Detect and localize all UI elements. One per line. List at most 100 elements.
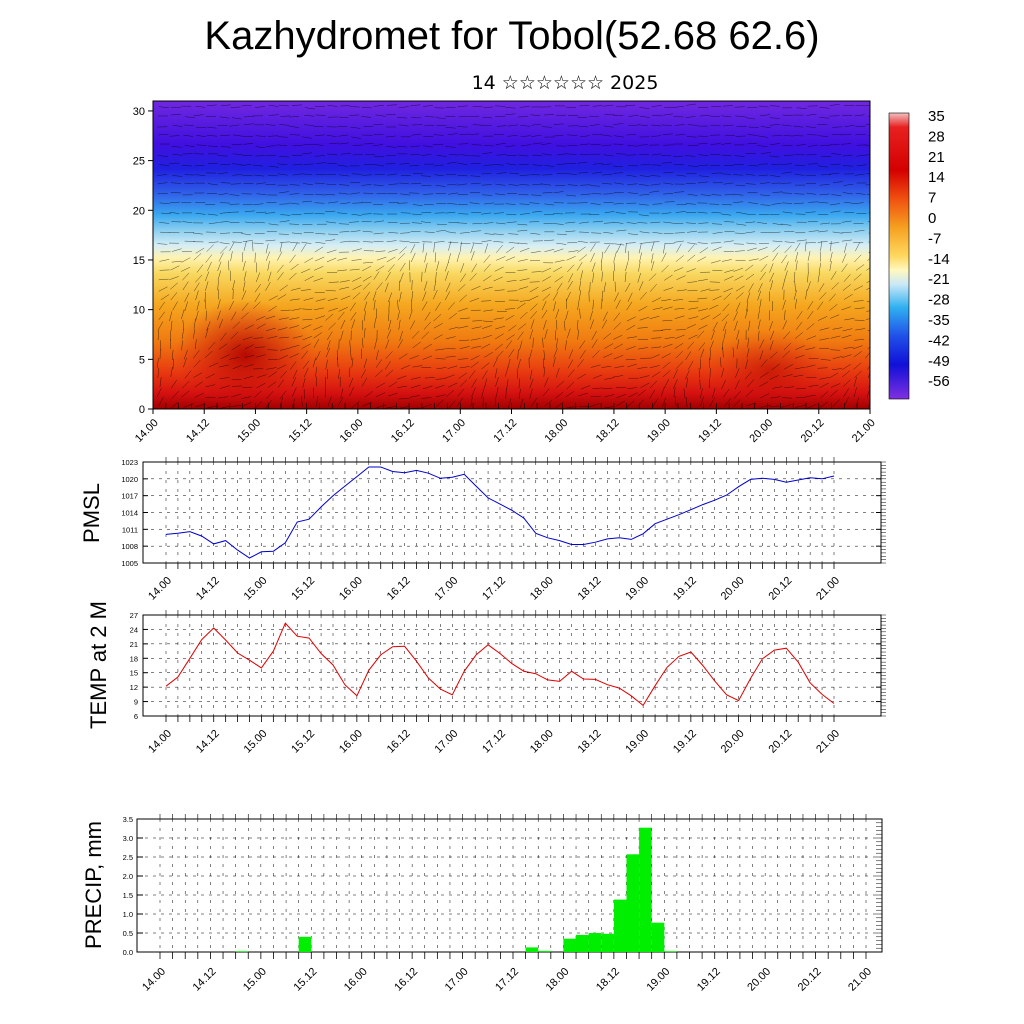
wind-vector [241, 290, 247, 300]
wind-vector [841, 220, 852, 223]
wind-vector [604, 406, 615, 409]
wind-vector [436, 367, 447, 370]
wind-vector [472, 242, 483, 245]
wind-vector [351, 357, 354, 368]
wind-vector [289, 134, 300, 136]
wind-vector [326, 249, 337, 254]
wind-vector [854, 307, 865, 310]
wind-vector [445, 271, 449, 281]
wind-vector [628, 392, 638, 398]
wind-vector [577, 329, 579, 340]
wind-vector [553, 223, 564, 225]
wind-vector [805, 395, 816, 397]
wind-vector [794, 354, 805, 359]
wind-vector [229, 241, 235, 251]
wind-vector [736, 212, 747, 214]
heatmap-hot-spot [175, 300, 315, 409]
wind-vector [770, 396, 781, 399]
precip-bar [588, 933, 602, 952]
wind-vector [517, 269, 528, 271]
wind-vector [639, 107, 650, 109]
wind-vector [218, 364, 229, 368]
wind-vector [505, 113, 516, 116]
wind-vector [289, 202, 300, 205]
wind-vector [483, 164, 494, 167]
wind-vector [615, 299, 621, 309]
wind-vector [592, 299, 594, 310]
wind-vector [518, 154, 529, 157]
wind-vector [423, 105, 434, 107]
wind-vector [673, 105, 684, 108]
wind-vector [541, 267, 552, 273]
wind-vector [616, 394, 626, 399]
wind-vector [375, 250, 386, 252]
heatmap-y-tick-label: 30 [133, 106, 145, 118]
wind-vector [447, 183, 458, 186]
wind-vector [445, 126, 456, 129]
wind-vector [457, 284, 466, 292]
wind-vector [471, 345, 482, 349]
wind-vector [675, 350, 683, 359]
wind-vector [385, 351, 393, 359]
wind-vector [278, 336, 289, 339]
wind-vector [517, 116, 528, 118]
wind-vector [842, 192, 853, 195]
wind-vector [350, 126, 361, 129]
wind-vector [709, 397, 715, 407]
wind-vector [733, 174, 744, 176]
wind-vector [447, 302, 455, 310]
wind-vector [289, 325, 299, 329]
wind-vector [268, 165, 279, 168]
wind-vector [448, 221, 459, 224]
wind-vector [650, 221, 661, 224]
wind-vector [697, 330, 705, 339]
wind-vector [327, 297, 338, 301]
wind-vector [580, 193, 591, 196]
wind-vector [757, 283, 763, 293]
wind-vector [435, 117, 446, 119]
wind-vector [386, 256, 396, 263]
wind-vector [385, 163, 396, 165]
wind-vector [806, 113, 817, 116]
wind-vector [385, 339, 390, 349]
wind-vector [783, 114, 794, 116]
wind-vector [832, 181, 843, 183]
wind-vector [268, 135, 279, 137]
wind-vector [711, 194, 722, 196]
wind-vector [193, 328, 196, 339]
wind-vector [361, 377, 368, 387]
wind-vector [279, 284, 288, 291]
wind-vector [794, 173, 805, 176]
wind-vector [483, 309, 494, 312]
wind-vector [589, 281, 591, 292]
wind-vector [662, 306, 673, 310]
pmsl-x-tick-label: 15.12 [289, 575, 317, 603]
wind-vector [349, 302, 356, 312]
wind-vector [544, 329, 548, 339]
wind-vector [603, 311, 608, 321]
wind-vector [205, 271, 210, 282]
wind-vector [424, 281, 428, 291]
wind-vector [194, 164, 205, 167]
wind-vector [399, 182, 410, 185]
wind-vector [409, 320, 416, 330]
wind-vector [398, 353, 408, 360]
precip-x-tick-label: 14.00 [140, 966, 168, 994]
wind-vector [301, 241, 312, 244]
wind-vector [614, 292, 619, 302]
wind-vector [315, 298, 326, 302]
wind-vector [721, 173, 732, 175]
heatmap-hot-spot-2 [710, 330, 830, 409]
wind-vector [253, 390, 262, 398]
wind-vector [687, 124, 698, 126]
wind-vector [231, 393, 241, 398]
wind-vector [433, 164, 444, 167]
wind-vector [399, 240, 410, 242]
wind-vector [639, 375, 650, 379]
wind-vector [265, 251, 271, 261]
wind-vector [350, 181, 361, 183]
wind-vector [362, 174, 373, 176]
wind-vector [484, 351, 493, 358]
wind-vector [638, 214, 649, 217]
wind-vector [505, 308, 516, 310]
